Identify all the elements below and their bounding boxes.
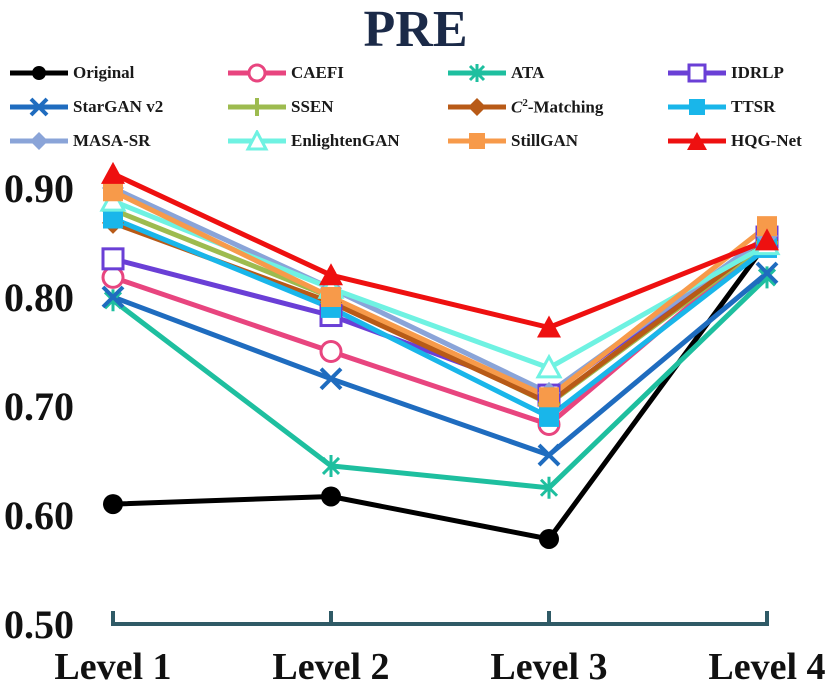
data-point-hqg-net-level-3 xyxy=(537,315,561,338)
legend-item-ata: ATA xyxy=(446,62,544,84)
legend-label-masa-sr: MASA-SR xyxy=(73,131,151,150)
data-point-ata-level-4 xyxy=(757,266,777,289)
x-tick-label-level-1: Level 1 xyxy=(54,646,171,688)
x-tick-label-level-4: Level 4 xyxy=(708,646,825,688)
x-tick-label-level-2: Level 2 xyxy=(272,646,389,688)
series-line-original xyxy=(112,241,770,542)
legend-label-stillgan: StillGAN xyxy=(511,131,579,150)
data-point-ata-level-2 xyxy=(321,454,341,477)
y-tick-label-0-50: 0.50 xyxy=(4,602,74,647)
data-point-stargan-v2-level-2 xyxy=(319,367,343,391)
data-point-stargan-v2-level-4 xyxy=(755,261,779,285)
legend-swatch-ssen xyxy=(228,98,286,116)
legend-label-ata: ATA xyxy=(511,63,545,82)
legend-swatch-ata xyxy=(448,64,506,82)
legend-item-hqg-net: HQG-Net xyxy=(666,130,802,152)
legend-item-ssen: SSEN xyxy=(226,96,334,118)
legend-swatch-c2-matching xyxy=(448,98,506,116)
legend-item-stillgan: StillGAN xyxy=(446,130,578,152)
legend-label-hqg-net: HQG-Net xyxy=(731,131,802,150)
legend-swatch-masa-sr xyxy=(10,132,68,150)
series-line-hqg-net xyxy=(111,171,768,330)
legend-label-original: Original xyxy=(73,63,135,82)
series-line-stillgan xyxy=(111,189,769,400)
legend-swatch-enlightengan xyxy=(228,130,286,151)
series-line-ttsr xyxy=(112,216,769,420)
data-point-original-level-3 xyxy=(539,528,559,549)
legend-label-idrlp: IDRLP xyxy=(731,63,784,82)
legend-swatch-idrlp xyxy=(668,63,726,83)
legend-label-stargan-v2: StarGAN v2 xyxy=(73,97,164,116)
data-point-caefi-level-1 xyxy=(101,265,125,289)
legend-swatch-caefi xyxy=(228,63,286,83)
data-point-caefi-level-2 xyxy=(319,340,343,363)
legend-item-masa-sr: MASA-SR xyxy=(8,130,150,152)
legend-swatch-original xyxy=(10,66,68,80)
data-point-enlightengan-level-3 xyxy=(535,353,563,379)
data-point-hqg-net-level-4 xyxy=(755,228,779,251)
data-point-original-level-2 xyxy=(321,486,341,507)
legend-item-enlightengan: EnlightenGAN xyxy=(226,130,400,152)
data-point-stargan-v2-level-1 xyxy=(101,285,125,309)
series-line-ata xyxy=(111,275,769,491)
legend-label-enlightengan: EnlightenGAN xyxy=(291,131,400,150)
legend-swatch-hqg-net xyxy=(668,132,726,150)
data-point-stillgan-level-3 xyxy=(539,387,559,408)
data-point-hqg-net-level-1 xyxy=(101,161,125,184)
data-point-stargan-v2-level-3 xyxy=(537,443,561,467)
data-point-ata-level-3 xyxy=(539,476,559,499)
legend: Original CAEFI ATA IDRLP StarGAN v2 SSEN… xyxy=(0,60,831,160)
x-tick-label-level-3: Level 3 xyxy=(490,646,607,688)
legend-label-ssen: SSEN xyxy=(291,97,334,116)
legend-item-caefi: CAEFI xyxy=(226,62,344,84)
legend-swatch-stillgan xyxy=(448,133,506,149)
y-tick-label-0-90: 0.90 xyxy=(4,166,74,211)
y-tick-label-0-70: 0.70 xyxy=(4,384,74,429)
legend-label-c2-prefix: C xyxy=(511,97,523,117)
legend-item-original: Original xyxy=(8,62,134,84)
legend-item-stargan-v2: StarGAN v2 xyxy=(8,96,163,118)
data-point-stillgan-level-2 xyxy=(321,287,341,307)
data-point-ata-level-1 xyxy=(103,289,123,312)
data-point-original-level-1 xyxy=(103,494,123,515)
legend-item-ttsr: TTSR xyxy=(666,96,775,118)
legend-label-c2-suffix: -Matching xyxy=(527,97,604,117)
legend-item-idrlp: IDRLP xyxy=(666,62,784,84)
legend-label-caefi: CAEFI xyxy=(291,63,344,82)
series-line-stargan-v2 xyxy=(112,271,769,458)
data-point-hqg-net-level-2 xyxy=(319,263,343,286)
legend-swatch-ttsr xyxy=(668,99,726,115)
legend-item-c2-matching: C2-Matching xyxy=(446,96,603,118)
y-tick-label-0-80: 0.80 xyxy=(4,275,74,320)
chart-title: PRE xyxy=(363,1,468,58)
legend-label-c2-matching: C2-Matching xyxy=(511,97,603,118)
legend-swatch-stargan-v2 xyxy=(10,97,68,117)
data-point-idrlp-level-1 xyxy=(101,247,125,271)
legend-label-c2-sup: 2 xyxy=(522,96,528,109)
y-tick-label-0-60: 0.60 xyxy=(4,493,74,538)
data-point-stillgan-level-4 xyxy=(757,216,777,237)
data-point-ttsr-level-3 xyxy=(539,406,559,427)
data-point-stillgan-level-1 xyxy=(103,181,123,202)
legend-label-ttsr: TTSR xyxy=(731,97,776,116)
data-point-ttsr-level-1 xyxy=(103,208,123,229)
